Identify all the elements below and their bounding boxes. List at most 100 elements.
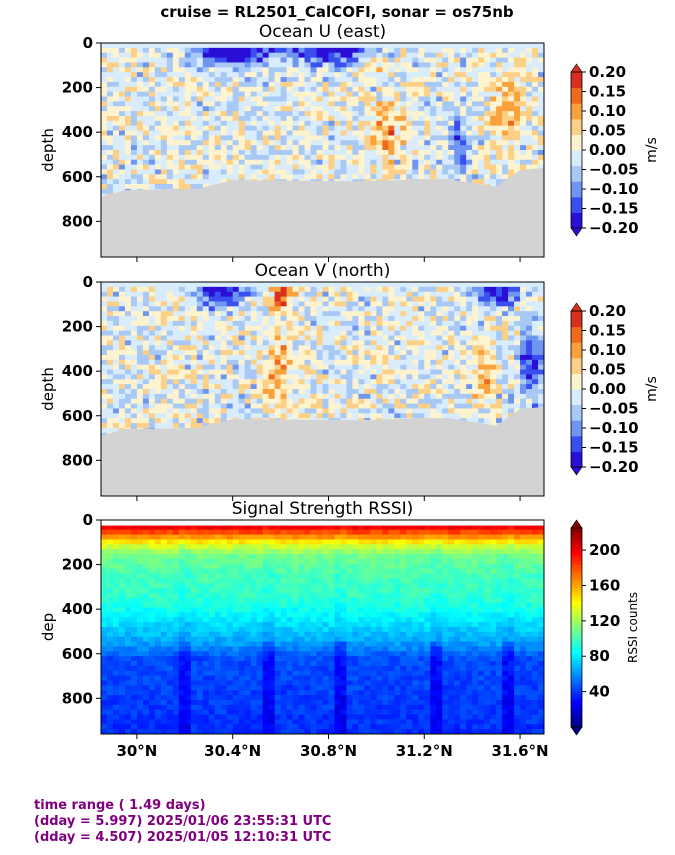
velocity-cell [340, 154, 348, 161]
velocity-cell [496, 125, 503, 132]
velocity-cell [136, 57, 144, 64]
velocity-cell [214, 96, 222, 102]
velocity-cell [496, 101, 503, 107]
velocity-cell [532, 159, 539, 166]
velocity-cell [148, 325, 156, 332]
velocity-cell [334, 106, 342, 112]
velocity-cell [226, 125, 234, 132]
velocity-cell [310, 81, 318, 88]
velocity-cell [214, 320, 222, 327]
velocity-cell [274, 140, 282, 146]
velocity-cell [304, 296, 312, 303]
velocity-cell [520, 135, 527, 141]
velocity-cell [496, 120, 503, 127]
velocity-cell [226, 52, 234, 59]
velocity-cell [310, 57, 318, 64]
velocity-cell [220, 291, 228, 298]
velocity-cell [101, 393, 108, 400]
velocity-cell [310, 52, 318, 59]
velocity-cell [112, 369, 120, 376]
velocity-cell [526, 130, 533, 137]
velocity-cell [412, 101, 419, 107]
velocity-cell [328, 115, 336, 122]
velocity-cell [214, 408, 222, 414]
velocity-cell [406, 159, 413, 166]
velocity-cell [136, 52, 144, 59]
panel-title: Ocean U (east) [259, 22, 386, 42]
velocity-cell [298, 101, 306, 107]
velocity-cell [106, 335, 114, 341]
velocity-cell [256, 296, 264, 303]
velocity-cell [136, 145, 144, 151]
velocity-cell [454, 125, 461, 132]
velocity-cell [430, 77, 437, 83]
velocity-cell [178, 306, 186, 312]
velocity-cell [142, 286, 150, 293]
velocity-cell [496, 111, 503, 117]
velocity-cell [238, 369, 246, 376]
velocity-cell [334, 320, 342, 327]
velocity-cell [208, 135, 216, 141]
velocity-cell [202, 159, 210, 166]
velocity-cell [256, 174, 264, 180]
velocity-cell [232, 120, 240, 127]
velocity-cell [376, 130, 383, 137]
velocity-cell [424, 140, 431, 146]
velocity-cell [262, 384, 270, 390]
velocity-cell [442, 164, 449, 171]
velocity-cell [304, 398, 312, 405]
velocity-cell [460, 169, 467, 175]
velocity-cell [466, 159, 473, 166]
velocity-cell [226, 130, 234, 137]
velocity-cell [532, 130, 539, 137]
velocity-cell [478, 52, 485, 59]
velocity-cell [310, 174, 318, 180]
velocity-cell [532, 115, 539, 122]
velocity-cell [388, 174, 395, 180]
velocity-cell [352, 159, 360, 166]
velocity-cell [334, 174, 342, 180]
velocity-cell [172, 164, 180, 171]
velocity-cell [298, 91, 306, 98]
velocity-cell [208, 57, 216, 64]
velocity-cell [178, 47, 186, 54]
velocity-cell [172, 374, 180, 380]
velocity-cell [148, 130, 156, 137]
velocity-cell [196, 398, 204, 405]
velocity-cell [226, 111, 234, 117]
velocity-cell [508, 47, 515, 54]
velocity-cell [268, 47, 276, 54]
velocity-cell [124, 325, 132, 332]
velocity-cell [232, 57, 240, 64]
velocity-cell [101, 354, 108, 361]
velocity-cell [166, 296, 174, 303]
colorbar-tick-label: −0.15 [589, 200, 639, 218]
velocity-cell [214, 311, 222, 317]
velocity-cell [370, 130, 377, 137]
velocity-cell [316, 115, 324, 122]
velocity-cell [178, 345, 186, 351]
velocity-cell [148, 316, 156, 322]
velocity-cell [196, 125, 204, 132]
velocity-cell [136, 340, 144, 346]
velocity-cell [466, 101, 473, 107]
velocity-cell [232, 125, 240, 132]
velocity-cell [430, 67, 437, 73]
velocity-cell [196, 296, 204, 303]
velocity-cell [400, 125, 407, 132]
velocity-cell [262, 403, 270, 410]
velocity-cell [136, 101, 144, 107]
velocity-cell [238, 106, 246, 112]
velocity-cell [364, 174, 371, 180]
velocity-cell [226, 164, 234, 171]
velocity-cell [334, 159, 342, 166]
velocity-cell [160, 154, 168, 161]
velocity-cell [244, 389, 252, 395]
velocity-cell [274, 345, 282, 351]
velocity-cell [220, 96, 228, 102]
velocity-cell [220, 325, 228, 332]
velocity-cell [532, 57, 539, 64]
velocity-cell [202, 164, 210, 171]
velocity-cell [502, 77, 509, 83]
velocity-cell [496, 57, 503, 64]
